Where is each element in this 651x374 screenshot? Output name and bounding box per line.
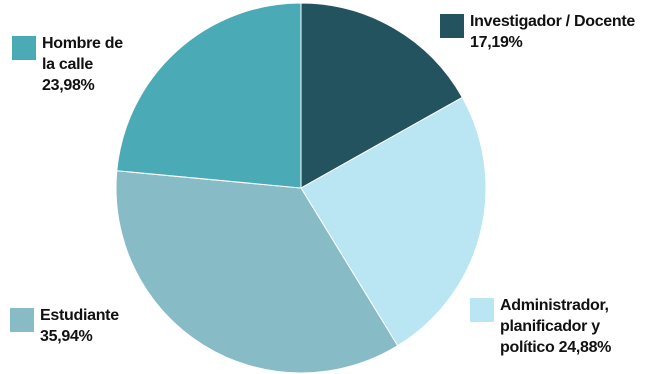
legend-administrador: Administrador, planificador y político 2… [470, 296, 645, 358]
legend-hombre: Hombre de la calle 23,98% [12, 34, 137, 96]
legend-value-hombre: 23,98% [42, 76, 95, 94]
legend-estudiante: Estudiante 35,94% [10, 306, 135, 348]
pie-slice-administrador [300, 96, 487, 347]
legend-label-administrador: Administrador, planificador y político [500, 297, 609, 356]
legend-text-administrador: Administrador, planificador y político 2… [500, 296, 645, 358]
legend-value-investigador: 17,19% [470, 33, 523, 51]
legend-swatch-hombre [12, 36, 36, 60]
legend-swatch-estudiante [10, 308, 34, 332]
legend-value-estudiante: 35,94% [40, 327, 93, 345]
legend-text-estudiante: Estudiante 35,94% [40, 306, 135, 348]
legend-label-estudiante: Estudiante [40, 307, 119, 324]
legend-label-investigador: Investigador / Docente [470, 13, 635, 30]
legend-swatch-administrador [470, 298, 494, 322]
legend-text-investigador: Investigador / Docente 17,19% [470, 12, 640, 54]
pie-slice-estudiante [115, 170, 399, 374]
legend-swatch-investigador [440, 14, 464, 38]
legend-value-administrador: 24,88% [558, 338, 612, 356]
legend-text-hombre: Hombre de la calle 23,98% [42, 34, 137, 96]
pie-slice-investigador [300, 2, 463, 189]
legend-investigador: Investigador / Docente 17,19% [440, 12, 640, 54]
legend-label-hombre: Hombre de la calle [42, 35, 123, 73]
pie-slice-hombre [116, 2, 302, 189]
